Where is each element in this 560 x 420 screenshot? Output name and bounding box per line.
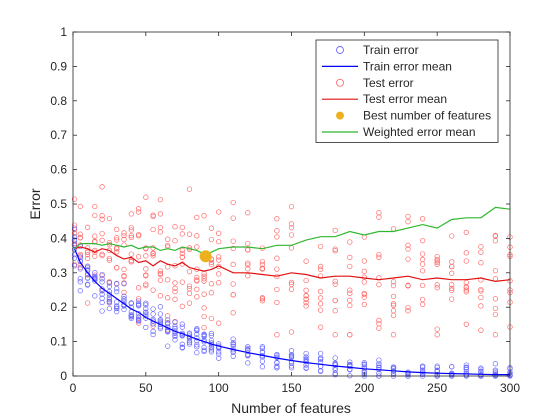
legend-symbol-dot bbox=[337, 112, 344, 119]
y-tick-label: 0.4 bbox=[50, 231, 67, 245]
legend-label: Weighted error mean bbox=[363, 125, 476, 139]
y-tick-label: 0 bbox=[60, 369, 67, 383]
y-tick-label: 1 bbox=[60, 25, 67, 39]
y-axis-label: Error bbox=[27, 188, 43, 219]
x-tick-label: 100 bbox=[209, 381, 229, 395]
chart-legend: Train error Train error mean Test error Tes… bbox=[316, 40, 498, 142]
y-tick-label: 0.1 bbox=[50, 335, 67, 349]
legend-label: Best number of features bbox=[363, 109, 491, 123]
legend-label: Test error mean bbox=[363, 92, 447, 106]
y-tick-label: 0.6 bbox=[50, 163, 67, 177]
x-tick-label: 200 bbox=[354, 381, 374, 395]
y-tick-label: 0.7 bbox=[50, 128, 67, 142]
x-tick-label: 150 bbox=[281, 381, 301, 395]
best-features-marker bbox=[200, 251, 211, 262]
y-tick-label: 0.5 bbox=[50, 197, 67, 211]
x-tick-label: 50 bbox=[139, 381, 153, 395]
legend-label: Train error bbox=[363, 43, 419, 57]
y-tick-label: 0.3 bbox=[50, 266, 67, 280]
x-tick-label: 0 bbox=[70, 381, 77, 395]
x-tick-label: 300 bbox=[500, 381, 520, 395]
y-tick-label: 0.2 bbox=[50, 300, 67, 314]
legend-label: Test error bbox=[363, 76, 414, 90]
legend-label: Train error mean bbox=[363, 59, 452, 73]
y-tick-label: 0.9 bbox=[50, 59, 67, 73]
y-tick-label: 0.8 bbox=[50, 94, 67, 108]
x-tick-label: 250 bbox=[427, 381, 447, 395]
x-axis-label: Number of features bbox=[231, 400, 351, 416]
